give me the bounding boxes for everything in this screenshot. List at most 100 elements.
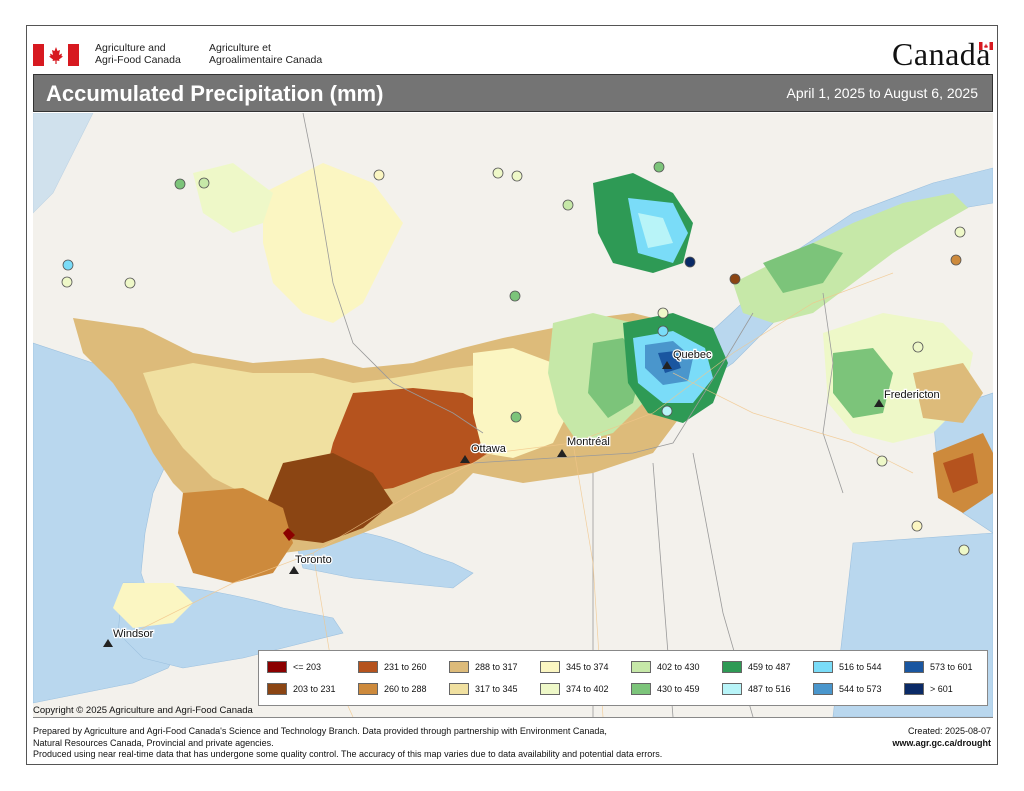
station-dot <box>124 277 136 289</box>
legend-swatch <box>904 661 924 673</box>
city-label-ottawa: Ottawa <box>471 443 507 455</box>
legend-label: 487 to 516 <box>748 684 791 694</box>
station-dot <box>174 178 186 190</box>
zone-le-203-spot <box>283 528 295 541</box>
department-name-en: Agriculture and Agri-Food Canada <box>95 42 181 66</box>
legend-label: <= 203 <box>293 662 322 672</box>
station-dot <box>911 520 923 532</box>
dept-fr-line1: Agriculture et <box>209 42 271 54</box>
nb-border <box>822 292 844 494</box>
legend-swatch <box>813 661 833 673</box>
zone-430-459-gaspe <box>763 243 843 293</box>
city-label-toronto: Toronto <box>295 554 332 566</box>
legend-label: 459 to 487 <box>748 662 791 672</box>
dept-fr-line2: Agroalimentaire Canada <box>209 54 323 66</box>
station-dot <box>684 256 696 268</box>
city-label-quebec: Quebec <box>673 349 712 361</box>
zone-260-288-sw-ontario <box>178 488 293 583</box>
zone-288-317-nb <box>913 363 983 423</box>
legend-swatch <box>358 661 378 673</box>
zone-231-260-ns <box>943 453 978 493</box>
province-border-on-qc <box>302 113 484 434</box>
station-dot <box>729 273 741 285</box>
map-frame: Agriculture and Agri-Food Canada Agricul… <box>26 25 998 765</box>
city-toronto: Toronto <box>289 553 333 574</box>
station-markers <box>61 161 970 556</box>
zone-345-374-north <box>263 163 403 323</box>
wordmark-flag-icon <box>979 42 993 50</box>
dept-en-line2: Agri-Food Canada <box>95 54 181 66</box>
city-label-fredericton: Fredericton <box>884 389 940 401</box>
footer-meta: Created: 2025-08-07 www.agr.gc.ca/drough… <box>892 726 991 749</box>
title-bar: Accumulated Precipitation (mm) April 1, … <box>33 74 993 112</box>
date-range: April 1, 2025 to August 6, 2025 <box>786 85 978 101</box>
city-label-windsor: Windsor <box>113 628 154 640</box>
canada-flag-icon <box>33 44 79 66</box>
us-border <box>472 312 754 464</box>
station-dot <box>653 161 665 173</box>
station-dot <box>912 341 924 353</box>
station-dot <box>492 167 504 179</box>
legend-label: > 601 <box>930 684 953 694</box>
legend-swatch <box>722 683 742 695</box>
header: Agriculture and Agri-Food Canada Agricul… <box>27 26 997 72</box>
wordmark-text: Canada <box>892 36 991 72</box>
legend-swatch <box>904 683 924 695</box>
footer-line-2: Natural Resources Canada, Provincial and… <box>33 737 274 748</box>
station-dot <box>510 411 522 423</box>
copyright: Copyright © 2025 Agriculture and Agri-Fo… <box>33 705 253 716</box>
created-date: Created: 2025-08-07 <box>907 726 991 736</box>
station-dot <box>509 290 521 302</box>
legend-label: 544 to 573 <box>839 684 882 694</box>
legend-swatch <box>449 661 469 673</box>
map-title: Accumulated Precipitation (mm) <box>46 81 384 106</box>
legend-label: 231 to 260 <box>384 662 427 672</box>
zone-345-374-ottawa <box>473 348 573 458</box>
legend-swatch <box>540 661 560 673</box>
zone-203-231-toronto <box>263 453 393 543</box>
legend-swatch <box>267 661 287 673</box>
station-dot <box>954 226 966 238</box>
website-link[interactable]: www.agr.gc.ca/drought <box>892 738 991 750</box>
legend-swatch <box>267 683 287 695</box>
zone-374-402-north <box>193 163 273 233</box>
department-name-fr: Agriculture et Agroalimentaire Canada <box>209 42 322 66</box>
legend-label: 374 to 402 <box>566 684 609 694</box>
station-dot <box>373 169 385 181</box>
legend-label: 516 to 544 <box>839 662 882 672</box>
zone-345-374-windsor <box>113 583 193 628</box>
city-quebec: Quebec <box>662 348 713 369</box>
city-montreal: Montréal <box>557 435 611 457</box>
legend-label: 430 to 459 <box>657 684 700 694</box>
legend-swatch <box>358 683 378 695</box>
legend-swatch <box>631 683 651 695</box>
dept-en-line1: Agriculture and <box>95 42 166 54</box>
legend-label: 345 to 374 <box>566 662 609 672</box>
city-ottawa: Ottawa <box>460 442 508 463</box>
footer-line-3: Produced using near real-time data that … <box>33 749 663 759</box>
legend-swatch <box>540 683 560 695</box>
legend-label: 288 to 317 <box>475 662 518 672</box>
legend-swatch <box>449 683 469 695</box>
station-dot <box>198 177 210 189</box>
city-windsor: Windsor <box>103 627 155 647</box>
legend-label: 573 to 601 <box>930 662 973 672</box>
highway-401-20 <box>132 272 894 634</box>
website-url[interactable]: www.agr.gc.ca/drought <box>892 737 991 748</box>
station-dot <box>511 170 523 182</box>
city-fredericton: Fredericton <box>874 388 941 407</box>
legend-swatch <box>813 683 833 695</box>
footer-line-1: Prepared by Agriculture and Agri-Food Ca… <box>33 726 607 736</box>
city-markers: Quebec Fredericton Ottawa Montréal Toron… <box>103 348 941 647</box>
canada-wordmark: Canada <box>892 36 993 73</box>
zone-231-260-band <box>323 388 503 493</box>
station-dot <box>61 276 73 288</box>
station-dot <box>657 307 669 319</box>
station-dot <box>950 254 962 266</box>
station-dot <box>661 405 673 417</box>
zone-430-459-nb <box>833 348 893 418</box>
station-dot <box>958 544 970 556</box>
legend-label: 317 to 345 <box>475 684 518 694</box>
legend-label: 402 to 430 <box>657 662 700 672</box>
map-svg: Quebec Fredericton Ottawa Montréal Toron… <box>33 113 993 717</box>
